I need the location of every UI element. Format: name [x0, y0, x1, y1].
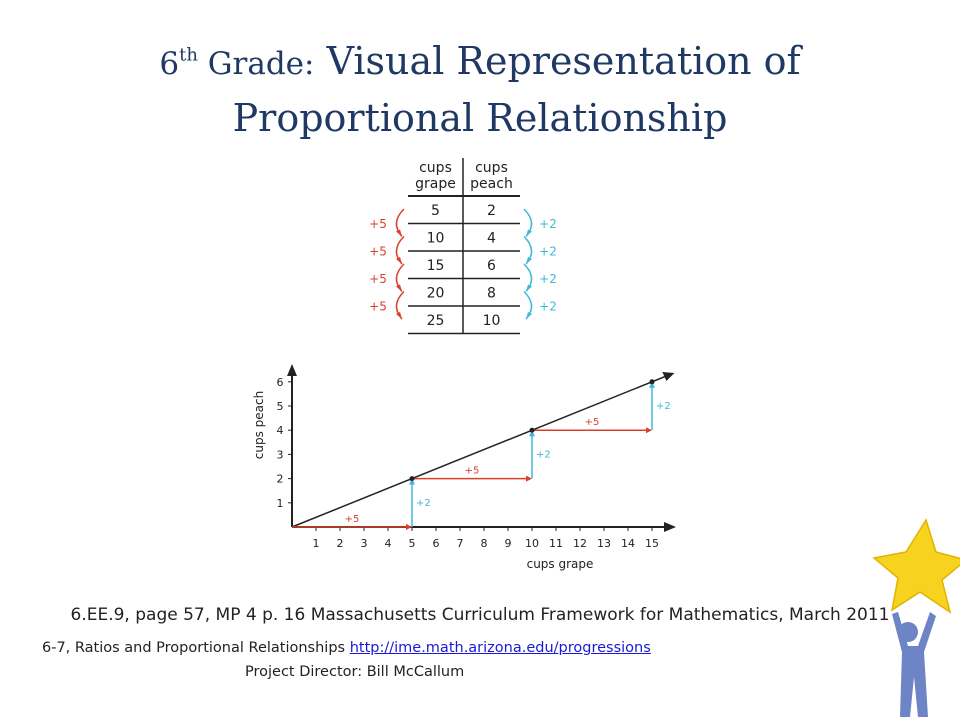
citation-prefix: 6-7, Ratios and Proportional Relationshi…	[42, 640, 350, 656]
title-grade: 6	[159, 46, 180, 82]
table-header-grape: cups	[419, 160, 452, 176]
x-tick-label: 12	[573, 537, 587, 550]
x-tick-label: 3	[361, 537, 368, 550]
x-tick-label: 10	[525, 537, 539, 550]
table-step-left: +5	[369, 299, 387, 313]
table-step-right: +2	[539, 244, 557, 258]
table-cell-peach: 10	[483, 313, 501, 329]
table-header-peach: peach	[470, 176, 513, 192]
citation-line-1: 6.EE.9, page 57, MP 4 p. 16 Massachusett…	[70, 605, 890, 625]
star-icon	[872, 518, 960, 614]
title-line1-rest: Visual Representation of	[314, 39, 801, 83]
step-horizontal-arrowhead	[406, 524, 412, 530]
table-header-peach: cups	[475, 160, 508, 176]
table-cell-grape: 20	[427, 286, 445, 302]
table-cell-peach: 8	[487, 286, 496, 302]
table-header-grape: grape	[415, 176, 456, 192]
x-tick-label: 15	[645, 537, 659, 550]
step-vertical-label: +2	[656, 401, 671, 412]
figure-body-icon	[892, 612, 936, 717]
slide-title: 6th Grade: Visual Representation of Prop…	[0, 34, 960, 145]
step-vertical-arrowhead	[409, 478, 415, 485]
table-step-right: +2	[539, 272, 557, 286]
star-figure-logo	[872, 518, 960, 717]
step-vertical-label: +2	[536, 449, 551, 460]
table-cell-peach: 6	[487, 258, 496, 274]
y-axis-arrowhead	[287, 364, 297, 376]
proportional-line	[291, 375, 667, 528]
table-cell-grape: 25	[427, 313, 445, 329]
citation-line-3: Project Director: Bill McCallum	[245, 664, 465, 680]
title-line-1: 6th Grade: Visual Representation of	[0, 34, 960, 91]
data-point	[529, 427, 535, 433]
table-arrowhead-right	[526, 312, 532, 319]
x-tick-label: 13	[597, 537, 611, 550]
line-arrowhead	[662, 371, 675, 381]
title-grade-word: Grade:	[197, 46, 315, 82]
table-arrowhead-left	[396, 257, 402, 264]
x-tick-label: 8	[481, 537, 488, 550]
step-horizontal-label: +5	[465, 466, 480, 477]
progressions-link[interactable]: http://ime.math.arizona.edu/progressions	[349, 640, 651, 656]
step-vertical-arrowhead	[529, 430, 535, 437]
table-arrowhead-left	[396, 229, 402, 237]
title-sup: th	[179, 44, 198, 66]
table-cell-grape: 10	[427, 231, 445, 247]
step-horizontal-label: +5	[345, 514, 360, 525]
table-arrowhead-left	[396, 312, 402, 319]
table-step-right: +2	[539, 299, 557, 313]
table-step-left: +5	[369, 272, 387, 286]
x-tick-label: 7	[457, 537, 464, 550]
x-tick-label: 9	[505, 537, 512, 550]
x-tick-label: 4	[385, 537, 392, 550]
table-cell-peach: 4	[487, 231, 496, 247]
step-horizontal-arrowhead	[646, 427, 652, 434]
table-step-right: +2	[539, 217, 557, 231]
citation-line-2: 6-7, Ratios and Proportional Relationshi…	[42, 640, 651, 656]
step-vertical-arrowhead	[649, 381, 655, 388]
table-arrowhead-right	[526, 229, 532, 237]
step-vertical-label: +2	[416, 498, 431, 509]
table-arrowhead-right	[526, 284, 532, 292]
table-arrowhead-left	[396, 284, 402, 292]
table-step-left: +5	[369, 244, 387, 258]
x-tick-label: 14	[621, 537, 635, 550]
x-tick-label: 1	[313, 537, 320, 550]
x-tick-label: 11	[549, 537, 563, 550]
step-horizontal-label: +5	[585, 417, 600, 428]
table-cell-peach: 2	[487, 203, 496, 219]
data-point	[649, 379, 655, 385]
y-tick-label: 1	[277, 497, 284, 510]
y-axis-label: cups peach	[252, 391, 266, 459]
title-line-2: Proportional Relationship	[232, 96, 728, 140]
table-arrowhead-right	[526, 257, 532, 264]
table-cell-grape: 15	[427, 258, 445, 274]
x-tick-label: 6	[433, 537, 440, 550]
table-step-left: +5	[369, 217, 387, 231]
y-tick-label: 2	[277, 473, 284, 486]
x-axis-label: cups grape	[527, 557, 594, 571]
x-tick-label: 2	[337, 537, 344, 550]
x-axis-arrowhead	[664, 522, 676, 532]
data-point	[409, 476, 415, 482]
y-tick-label: 5	[277, 400, 284, 413]
step-horizontal-arrowhead	[526, 475, 532, 482]
y-tick-label: 6	[277, 376, 284, 389]
y-tick-label: 3	[277, 448, 284, 461]
table-cell-grape: 5	[431, 203, 440, 219]
x-tick-label: 5	[409, 537, 416, 550]
y-tick-label: 4	[277, 424, 284, 437]
